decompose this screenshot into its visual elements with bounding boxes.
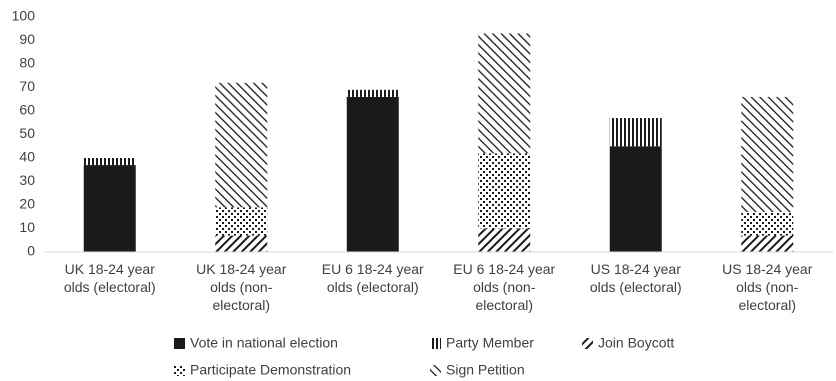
legend-swatch bbox=[582, 338, 593, 349]
bar-segment bbox=[741, 235, 794, 252]
legend-swatch bbox=[174, 338, 185, 349]
y-tick-label: 50 bbox=[19, 125, 35, 141]
legend-label: Participate Demonstration bbox=[190, 362, 351, 378]
x-tick-label: US 18-24 year olds (non-electoral) bbox=[722, 261, 813, 313]
legend-swatch bbox=[430, 365, 441, 376]
x-tick-label: UK 18-24 year olds (electoral) bbox=[63, 261, 156, 295]
bar-segment bbox=[215, 207, 268, 236]
y-tick-label: 100 bbox=[12, 8, 36, 24]
y-tick-label: 80 bbox=[19, 55, 35, 71]
y-tick-label: 40 bbox=[19, 149, 35, 165]
legend-swatch bbox=[174, 365, 185, 376]
x-tick-label: EU 6 18-24 year olds (non-electoral) bbox=[453, 261, 556, 313]
y-tick-label: 70 bbox=[19, 78, 35, 94]
bar-segment bbox=[741, 212, 794, 236]
bar-segment bbox=[478, 33, 531, 154]
bar-segment bbox=[83, 165, 136, 252]
bar-segment bbox=[346, 96, 399, 253]
legend-label: Sign Petition bbox=[446, 362, 525, 378]
bar-segment bbox=[215, 235, 268, 252]
x-tick-label: UK 18-24 year olds (non-electoral) bbox=[196, 261, 287, 313]
y-tick-label: 30 bbox=[19, 172, 35, 188]
bar-segment bbox=[741, 96, 794, 213]
legend-swatch bbox=[430, 338, 441, 349]
bar-segment bbox=[215, 82, 268, 208]
x-tick-label: US 18-24 year olds (electoral) bbox=[589, 261, 682, 295]
y-tick-label: 60 bbox=[19, 102, 35, 118]
bar-segment bbox=[478, 228, 531, 252]
x-tick-label: EU 6 18-24 year olds (electoral) bbox=[321, 261, 424, 295]
bar-segment bbox=[83, 158, 136, 166]
bar-segment bbox=[609, 118, 662, 147]
legend-label: Join Boycott bbox=[598, 335, 674, 351]
legend-label: Vote in national election bbox=[190, 335, 338, 351]
y-tick-label: 10 bbox=[19, 219, 35, 235]
bar-segment bbox=[478, 153, 531, 229]
y-tick-label: 20 bbox=[19, 196, 35, 212]
bar-segment bbox=[346, 89, 399, 97]
bar-segment bbox=[609, 146, 662, 252]
legend-label: Party Member bbox=[446, 335, 534, 351]
y-tick-label: 90 bbox=[19, 31, 35, 47]
y-tick-label: 0 bbox=[27, 243, 35, 259]
